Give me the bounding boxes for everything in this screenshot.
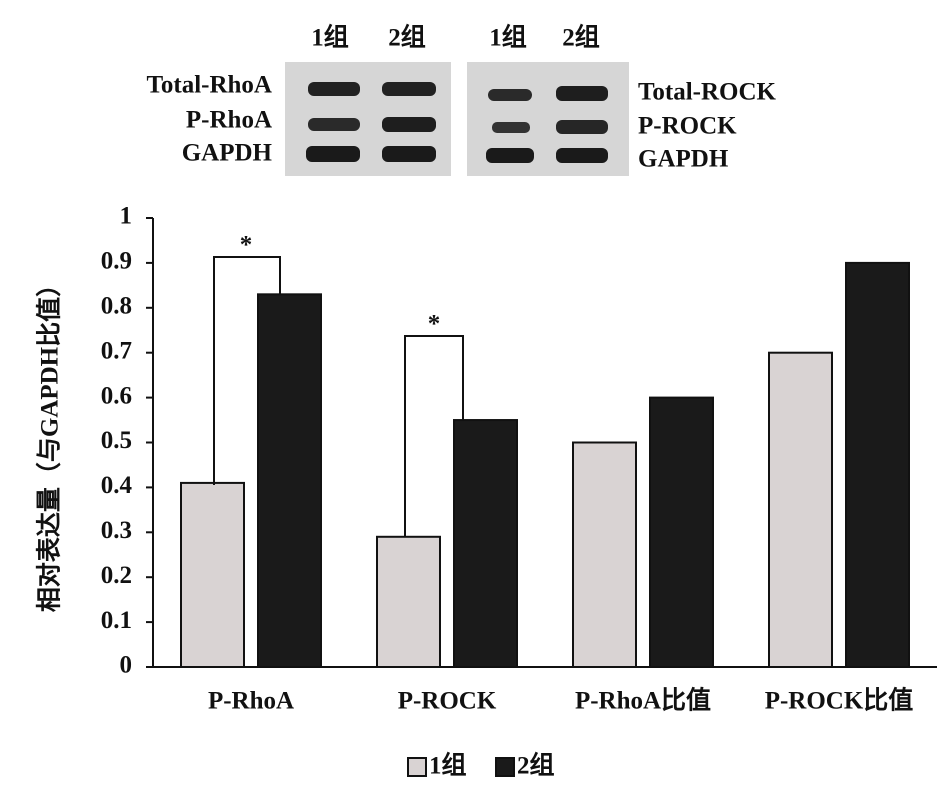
y-tick-label: 0.5 (101, 427, 132, 454)
x-tick-label: P-RhoA (208, 688, 294, 715)
lane-label: 1组 (311, 24, 349, 52)
bar (845, 261, 910, 668)
y-tick-label: 1 (120, 203, 133, 230)
bar (257, 293, 322, 668)
y-tick-label: 0.7 (101, 337, 132, 364)
x-tick-label: P-ROCK比值 (765, 687, 914, 715)
y-tick-label: 0.3 (101, 517, 132, 544)
band (486, 148, 534, 163)
band (306, 146, 360, 162)
lane-label: 2组 (388, 24, 426, 52)
band (556, 120, 608, 134)
band (382, 146, 436, 162)
x-tick-label: P-ROCK (398, 688, 497, 715)
significance-bracket (213, 256, 281, 485)
legend-label: 1组 (429, 752, 467, 780)
protein-label: GAPDH (638, 146, 729, 173)
protein-label: P-RhoA (186, 107, 272, 134)
significance-mark: * (428, 311, 441, 338)
y-tick-label: 0.8 (101, 293, 132, 320)
bar (768, 351, 833, 668)
protein-label: Total-RhoA (147, 72, 273, 99)
legend-label: 2组 (517, 752, 555, 780)
y-tick-label: 0 (120, 652, 133, 679)
bar (649, 396, 714, 668)
band (382, 82, 436, 96)
significance-bracket (404, 335, 464, 537)
y-tick-label: 0.9 (101, 248, 132, 275)
x-tick-label: P-RhoA比值 (575, 687, 711, 715)
band (556, 148, 608, 163)
western-blot: 1组 2组 1组 2组 Total-RhoA P-RhoA GAPDH Tota… (147, 24, 777, 176)
protein-label: Total-ROCK (638, 79, 777, 106)
band (308, 82, 360, 96)
y-tick-label: 0.6 (101, 382, 132, 409)
band (382, 117, 436, 132)
bar (376, 535, 441, 668)
y-axis-label: 相对表达量（与GAPDH比值） (35, 272, 64, 612)
protein-label: GAPDH (182, 140, 273, 167)
y-tick-label: 0.1 (101, 607, 132, 634)
bar (180, 481, 245, 668)
lane-label: 2组 (562, 24, 600, 52)
plot: 0 0.1 0.2 0.3 0.4 0.5 0.6 0.7 0.8 0.9 1 P-RhoA P-ROC… (101, 203, 937, 780)
legend-swatch (495, 757, 515, 777)
bar (572, 441, 637, 668)
legend-swatch (407, 757, 427, 777)
significance-mark: * (240, 232, 253, 259)
lane-label: 1组 (489, 24, 527, 52)
protein-label: P-ROCK (638, 113, 737, 140)
band (488, 89, 532, 101)
band (492, 122, 530, 133)
bar (453, 419, 518, 668)
band (556, 86, 608, 101)
band (308, 118, 360, 131)
y-tick-label: 0.4 (101, 472, 133, 499)
y-tick-label: 0.2 (101, 562, 132, 589)
